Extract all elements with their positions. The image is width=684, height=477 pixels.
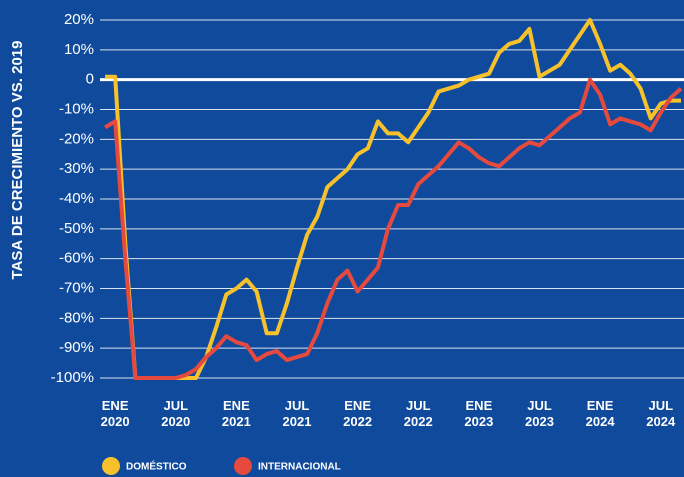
x-tick-label: ENE 2022 <box>343 398 373 429</box>
y-tick-label: -90% <box>59 339 94 356</box>
x-tick-label: ENE 2024 <box>585 398 615 429</box>
x-tick-label: JUL 2021 <box>282 398 312 429</box>
line-series <box>105 18 681 380</box>
y-tick-label: -60% <box>59 250 94 267</box>
x-tick-label: JUL 2023 <box>525 398 554 429</box>
x-tick-label: ENE 2023 <box>464 398 494 429</box>
y-axis-label: TASA DE CRECIMIENTO VS. 2019 <box>9 41 26 280</box>
x-tick-label: ENE 2021 <box>221 398 251 429</box>
y-tick-label: 10% <box>64 41 94 58</box>
y-tick-label: -50% <box>59 220 94 237</box>
x-tick-label: JUL 2024 <box>646 398 676 429</box>
y-tick-label: 20% <box>64 11 94 28</box>
x-tick-label: ENE 2020 <box>100 398 130 429</box>
y-tick-label: -100% <box>51 369 94 386</box>
x-tick-label: JUL 2022 <box>403 398 433 429</box>
legend-marker <box>234 457 252 475</box>
y-tick-label: -10% <box>59 100 94 117</box>
y-tick-label: -20% <box>59 130 94 147</box>
x-tick-label: JUL 2020 <box>161 398 191 429</box>
y-tick-label: -80% <box>59 309 94 326</box>
y-tick-label: -40% <box>59 190 94 207</box>
legend-label: DOMÉSTICO <box>126 460 187 473</box>
y-tick-label: -70% <box>59 279 94 296</box>
y-tick-label: 0 <box>86 71 94 88</box>
y-tick-label: -30% <box>59 160 94 177</box>
line-series <box>104 77 683 380</box>
legend-label: INTERNACIONAL <box>258 462 341 473</box>
legend-marker <box>102 457 120 475</box>
